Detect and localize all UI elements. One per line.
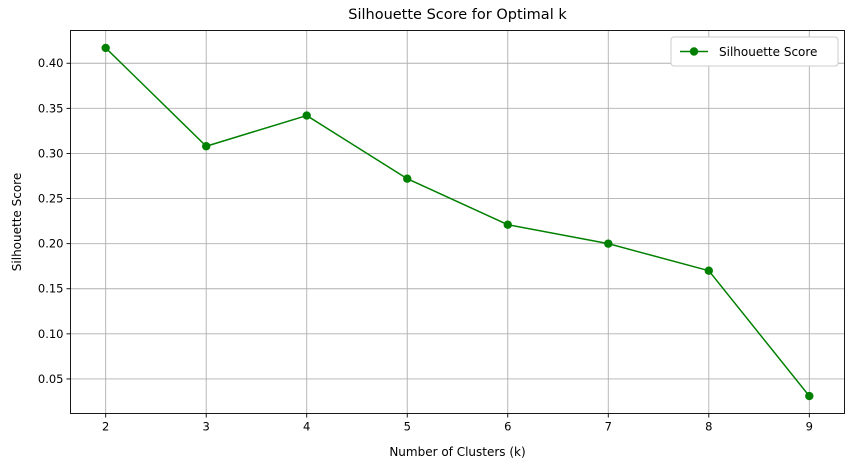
grid xyxy=(70,30,845,414)
chart-title: Silhouette Score for Optimal k xyxy=(348,7,567,23)
legend: Silhouette Score xyxy=(670,36,839,67)
y-tick-label: 0.40 xyxy=(38,56,64,70)
data-point-k3 xyxy=(202,142,211,151)
y-tick-label: 0.30 xyxy=(38,146,64,160)
y-tick-label: 0.35 xyxy=(38,101,64,115)
x-tick-label: 6 xyxy=(504,420,511,434)
series-line xyxy=(105,47,810,397)
x-tick-label: 7 xyxy=(605,420,612,434)
x-tick-label: 8 xyxy=(705,420,712,434)
legend-label: Silhouette Score xyxy=(719,45,817,59)
axes-frame xyxy=(70,30,845,414)
y-tick-label: 0.05 xyxy=(38,372,64,386)
x-axis-ticks: 2 3 4 5 6 7 8 9 xyxy=(102,413,813,434)
data-point-k2 xyxy=(101,43,110,53)
data-point-k7 xyxy=(604,239,613,248)
x-tick-label: 5 xyxy=(404,420,411,434)
y-axis-ticks: 0.05 0.10 0.15 0.20 0.25 0.30 0.35 0.40 xyxy=(38,56,71,386)
y-tick-label: 0.15 xyxy=(38,282,64,296)
x-tick-label: 9 xyxy=(806,420,813,434)
legend-marker-swatch xyxy=(689,47,699,56)
legend-box xyxy=(670,36,839,67)
x-tick-label: 3 xyxy=(203,420,210,434)
y-axis-label: Silhouette Score xyxy=(10,173,24,271)
data-point-k5 xyxy=(403,174,412,183)
y-tick-label: 0.10 xyxy=(38,327,64,341)
y-tick-label: 0.25 xyxy=(38,192,64,206)
y-tick-label: 0.20 xyxy=(38,237,64,251)
x-tick-label: 4 xyxy=(303,420,310,434)
data-point-k9 xyxy=(805,391,814,401)
x-axis-label: Number of Clusters (k) xyxy=(389,445,525,459)
data-series xyxy=(101,43,814,401)
data-point-k8 xyxy=(704,266,713,275)
x-tick-label: 2 xyxy=(102,420,109,434)
data-point-k4 xyxy=(302,111,311,120)
data-point-k6 xyxy=(503,220,512,229)
